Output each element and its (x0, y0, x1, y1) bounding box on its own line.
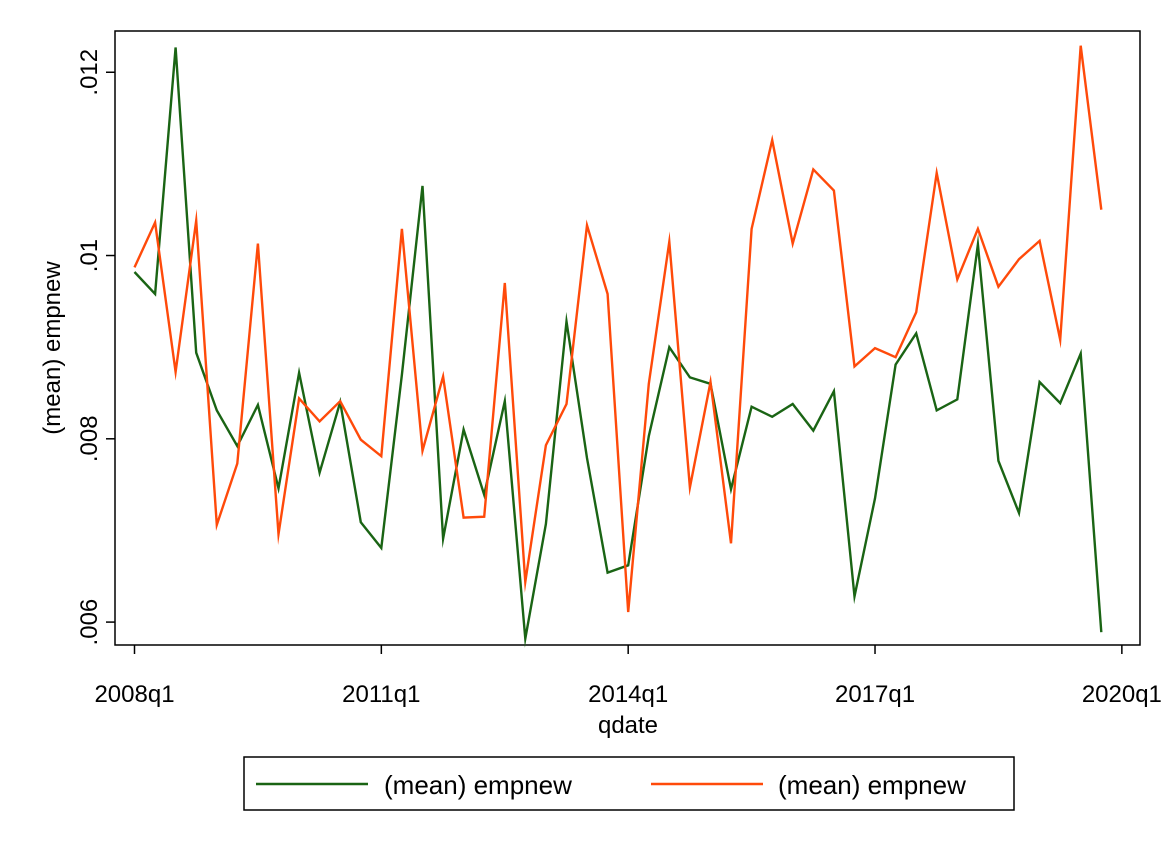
series-layer (133, 45, 1103, 648)
y-axis: .006 .008 .01 .012 (76, 49, 115, 646)
x-tick-label: 2020q1 (1082, 681, 1162, 708)
y-tick-label: .006 (76, 599, 103, 646)
series-2-line (133, 45, 1103, 613)
x-tick-label: 2008q1 (94, 681, 174, 708)
legend-label-series-1: (mean) empnew (384, 770, 572, 800)
x-tick-label: 2017q1 (835, 681, 915, 708)
x-axis: 2008q1 2011q1 2014q1 2017q1 2020q1 (94, 645, 1162, 708)
y-tick-label: .008 (76, 415, 103, 462)
y-axis-title: (mean) empnew (39, 261, 66, 435)
series-1-line (133, 47, 1103, 648)
legend: (mean) empnew (mean) empnew (243, 756, 1015, 811)
x-tick-label: 2011q1 (342, 681, 420, 708)
x-tick-label: 2014q1 (588, 681, 668, 708)
legend-box (243, 756, 1015, 811)
y-tick-label: .012 (76, 49, 103, 96)
y-tick-label: .01 (76, 239, 103, 272)
legend-label-series-2: (mean) empnew (778, 770, 966, 800)
x-axis-title: qdate (598, 712, 658, 739)
